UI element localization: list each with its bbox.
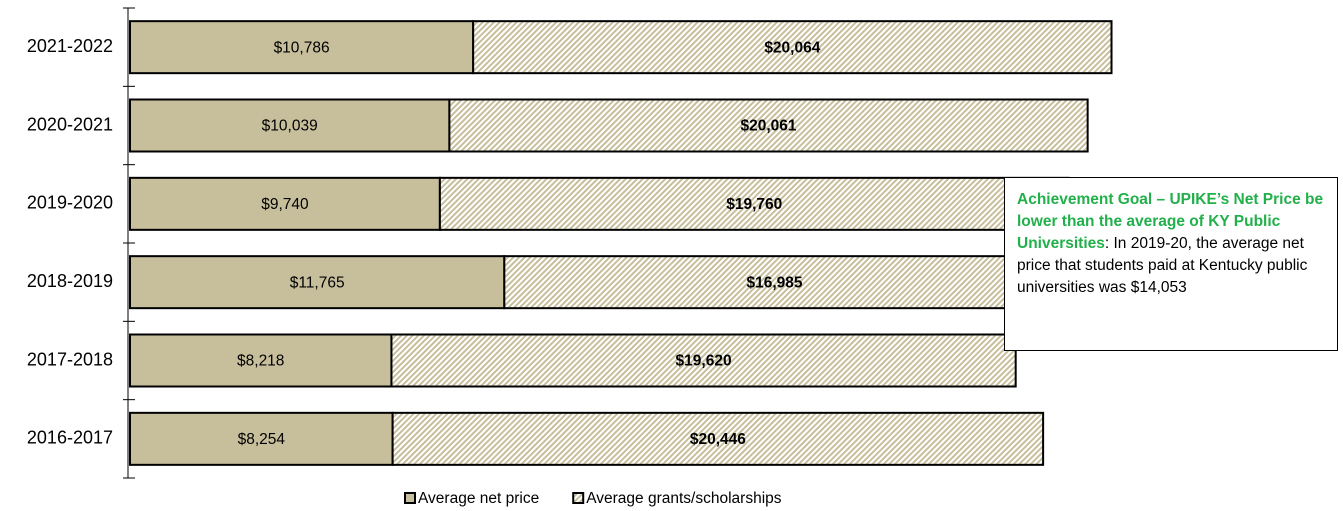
data-label: $19,760	[726, 196, 782, 213]
data-label: $19,620	[676, 353, 732, 370]
data-label: $20,064	[764, 39, 820, 56]
bar-segment	[129, 98, 451, 153]
y-tick-label: 2019-2020	[27, 193, 113, 213]
bar-segment	[438, 176, 1070, 231]
bar-segment	[129, 255, 506, 310]
bar-segment	[391, 411, 1045, 466]
bar-segment	[448, 98, 1089, 153]
bar-segment	[129, 333, 393, 388]
annotation-title: Achievement Goal – UPIKE’s Net Price be …	[1017, 191, 1324, 252]
data-label: $10,786	[274, 39, 330, 56]
annotation: Achievement Goal – UPIKE’s Net Price be …	[1004, 177, 1338, 351]
data-label: $20,061	[741, 118, 797, 135]
legend-label: Average net price	[418, 490, 539, 507]
data-label: $8,218	[237, 353, 284, 370]
legend-swatch	[572, 492, 585, 504]
data-label: $8,254	[238, 431, 286, 448]
bar-segment	[129, 20, 475, 75]
y-tick-label: 2021-2022	[27, 36, 113, 56]
data-label: $9,740	[261, 196, 309, 213]
bar-segment	[390, 333, 1017, 388]
annotation-text: : In 2019-20, the average net price that…	[1017, 235, 1308, 296]
y-tick-label: 2017-2018	[27, 349, 113, 369]
data-label: $10,039	[262, 118, 318, 135]
bar-segment	[129, 411, 394, 466]
data-label: $16,985	[746, 274, 802, 291]
legend-label: Average grants/scholarships	[586, 490, 782, 507]
y-tick-label: 2020-2021	[27, 114, 113, 134]
y-tick-label: 2016-2017	[27, 428, 113, 448]
bar-segment	[472, 20, 1113, 75]
legend-swatch	[404, 492, 416, 504]
data-label: $11,765	[290, 274, 345, 291]
bar-segment	[129, 176, 441, 231]
data-label: $20,446	[690, 431, 746, 448]
y-tick-label: 2018-2019	[27, 271, 113, 291]
